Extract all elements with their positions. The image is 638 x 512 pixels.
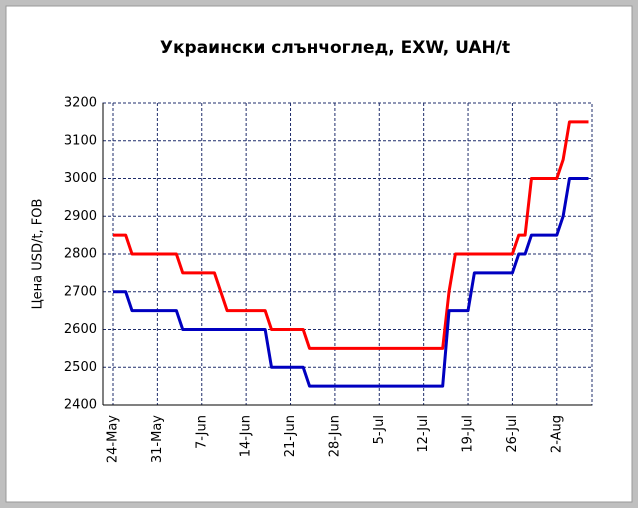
- x-tick-label: 19-Jul: [461, 415, 476, 453]
- y-tick-label: 2900: [64, 209, 97, 224]
- x-tick-label: 7-Jun: [194, 415, 209, 449]
- x-tick-label: 24-May: [106, 415, 121, 463]
- x-tick-label: 14-Jun: [239, 415, 254, 457]
- x-tick-label: 12-Jul: [416, 415, 431, 453]
- y-tick-label: 3200: [64, 96, 97, 111]
- x-tick-label: 5-Jul: [372, 415, 387, 444]
- y-tick-label: 2500: [64, 360, 97, 375]
- chart-title: Украински слънчоглед, EXW, UAH/t: [160, 38, 510, 58]
- y-tick-label: 3000: [64, 171, 97, 186]
- x-tick-label: 31-May: [150, 415, 165, 463]
- x-tick-label: 26-Jul: [505, 415, 520, 453]
- y-tick-label: 2600: [64, 322, 97, 337]
- y-tick-label: 3100: [64, 133, 97, 148]
- line-series: [113, 120, 589, 350]
- y-axis-label: Цена USD/t, FOB: [31, 199, 46, 310]
- line-series: [113, 177, 589, 388]
- x-tick-label: 28-Jun: [327, 415, 342, 457]
- y-tick-label: 2700: [64, 284, 97, 299]
- y-tick-label: 2800: [64, 247, 97, 262]
- x-tick-label: 21-Jun: [283, 415, 298, 457]
- y-tick-label: 2400: [64, 398, 97, 413]
- x-tick-label: 2-Aug: [549, 415, 564, 453]
